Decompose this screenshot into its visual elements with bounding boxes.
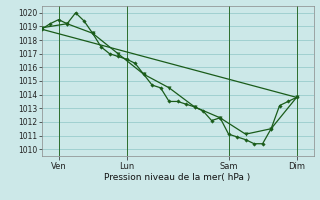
X-axis label: Pression niveau de la mer( hPa ): Pression niveau de la mer( hPa ): [104, 173, 251, 182]
